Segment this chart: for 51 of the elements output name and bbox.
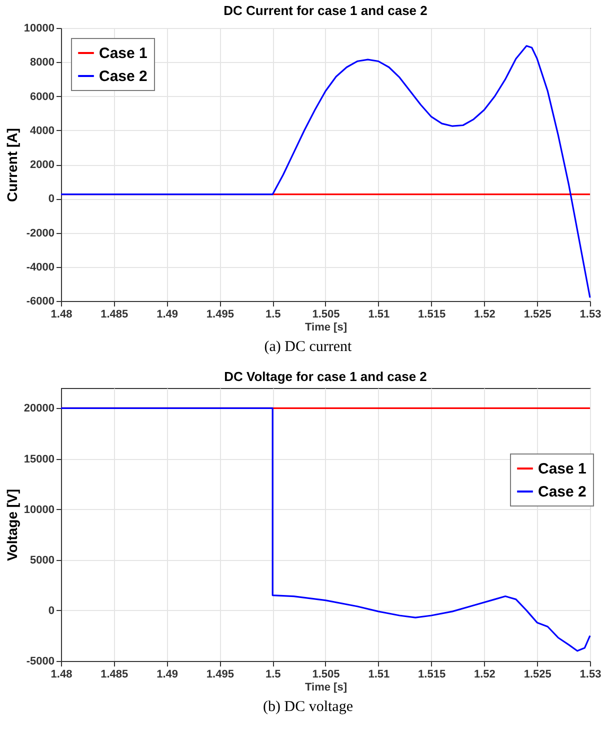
x-tick-label: 1.495 bbox=[206, 308, 234, 320]
x-axis-title: Time [s] bbox=[305, 322, 348, 334]
y-tick-label: 4000 bbox=[30, 124, 54, 137]
chart-title: DC Voltage for case 1 and case 2 bbox=[224, 369, 427, 384]
x-tick-label: 1.5 bbox=[265, 668, 281, 680]
x-tick-label: 1.52 bbox=[474, 308, 496, 320]
y-tick-label: -5000 bbox=[26, 656, 54, 668]
x-tick-label: 1.49 bbox=[156, 308, 178, 320]
x-tick-label: 1.48 bbox=[50, 308, 72, 320]
x-tick-label: 1.485 bbox=[100, 668, 128, 680]
x-tick-label: 1.51 bbox=[368, 308, 390, 320]
y-tick-label: 0 bbox=[48, 193, 54, 206]
legend-label: Case 1 bbox=[99, 45, 148, 62]
legend-label: Case 2 bbox=[538, 484, 586, 501]
text: (a) DC current bbox=[263, 339, 353, 356]
x-tick-label: 1.53 bbox=[580, 308, 602, 320]
chart-title: DC Current for case 1 and case 2 bbox=[224, 3, 428, 18]
x-tick-label: 1.515 bbox=[418, 308, 446, 320]
y-tick-label: 6000 bbox=[30, 90, 54, 103]
x-tick-label: 1.485 bbox=[100, 308, 128, 320]
y-tick-label: -4000 bbox=[26, 261, 54, 274]
y-tick-label: 15000 bbox=[24, 453, 54, 466]
x-tick-label: 1.48 bbox=[50, 668, 72, 680]
x-tick-label: 1.525 bbox=[524, 668, 552, 680]
x-tick-label: 1.525 bbox=[524, 308, 552, 320]
legend-label: Case 1 bbox=[538, 460, 586, 478]
x-tick-label: 1.53 bbox=[580, 668, 602, 680]
y-tick-label: -2000 bbox=[26, 227, 54, 240]
y-tick-label: 20000 bbox=[24, 402, 54, 415]
y-tick-label: 0 bbox=[48, 604, 54, 617]
y-tick-label: 2000 bbox=[30, 159, 54, 171]
x-tick-label: 1.495 bbox=[206, 668, 234, 680]
y-tick-label: 8000 bbox=[30, 56, 54, 69]
text: (b) DC voltage bbox=[262, 699, 354, 716]
y-tick-label: 10000 bbox=[24, 22, 54, 34]
x-tick-label: 1.505 bbox=[312, 668, 340, 680]
x-tick-label: 1.505 bbox=[312, 308, 340, 320]
y-axis-title: Voltage [V] bbox=[4, 488, 20, 562]
x-tick-label: 1.5 bbox=[265, 308, 281, 320]
y-tick-label: 5000 bbox=[30, 554, 54, 566]
x-tick-label: 1.515 bbox=[418, 668, 446, 680]
x-tick-label: 1.51 bbox=[368, 668, 390, 680]
y-tick-label: 10000 bbox=[24, 504, 54, 516]
x-axis-title: Time [s] bbox=[305, 682, 348, 694]
x-tick-label: 1.52 bbox=[474, 668, 496, 680]
x-tick-label: 1.49 bbox=[156, 668, 178, 680]
y-tick-label: -6000 bbox=[26, 296, 54, 308]
legend-label: Case 2 bbox=[99, 68, 148, 85]
line-series bbox=[60, 45, 591, 298]
line-series bbox=[60, 407, 591, 652]
y-axis-title: Current [A] bbox=[4, 128, 20, 202]
